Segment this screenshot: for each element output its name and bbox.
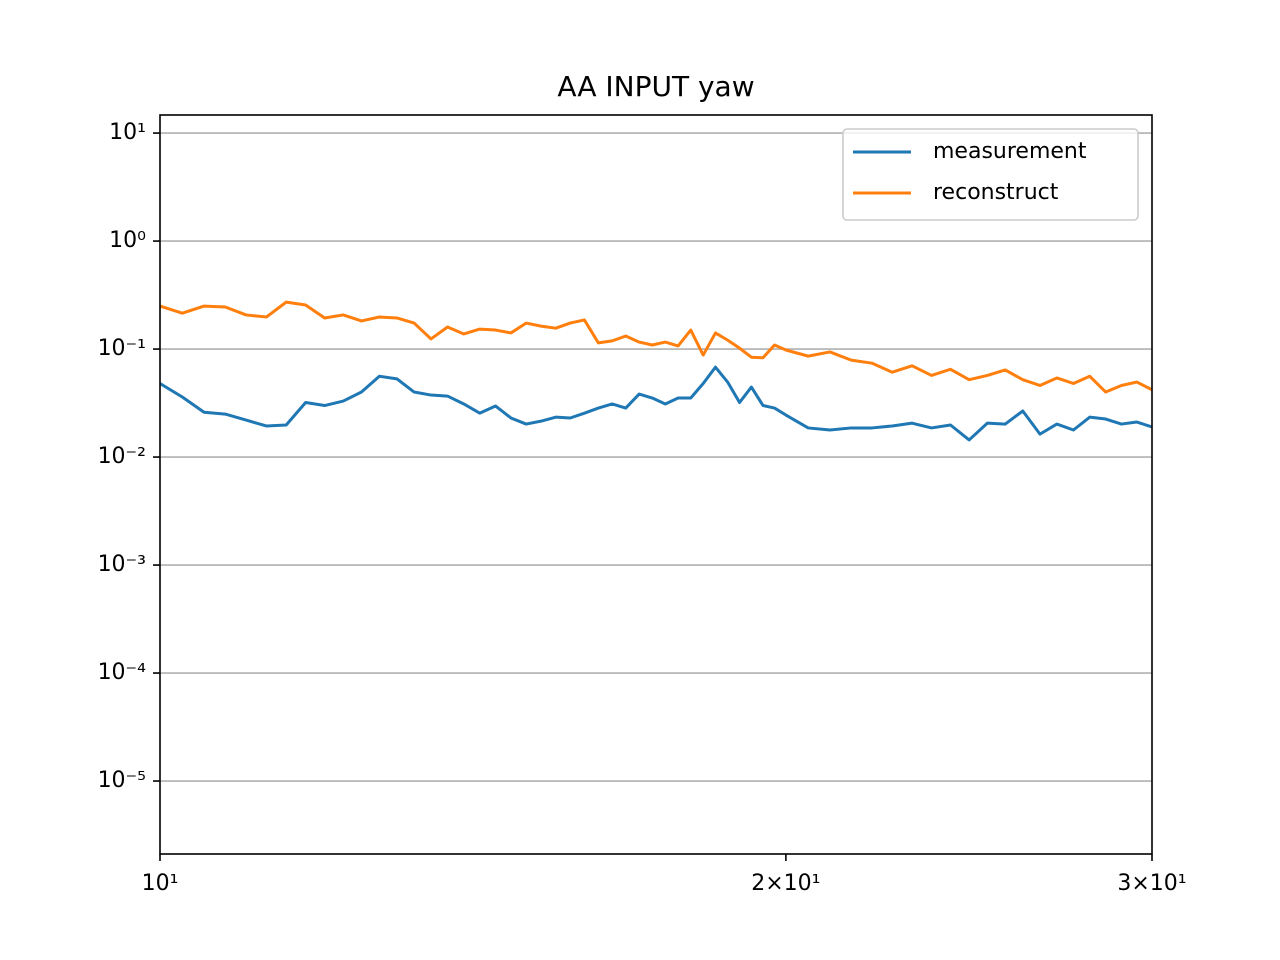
y-tick-label: 10¹ bbox=[109, 120, 146, 145]
data-line bbox=[160, 365, 1152, 442]
y-tick-label: 10⁻¹ bbox=[98, 336, 146, 361]
legend-box bbox=[842, 128, 1139, 221]
legend-label: reconstruct bbox=[933, 180, 1059, 205]
data-line bbox=[160, 300, 1152, 394]
legend-label: measurement bbox=[933, 139, 1087, 164]
y-tick-label: 10⁰ bbox=[109, 228, 146, 253]
chart-title: AA INPUT yaw bbox=[557, 70, 754, 103]
x-tick-label: 10¹ bbox=[142, 871, 179, 896]
x-tick-label: 3×10¹ bbox=[1117, 871, 1186, 896]
plot-frame bbox=[159, 114, 1153, 855]
y-tick-label: 10⁻⁵ bbox=[98, 768, 146, 793]
x-tick-label: 2×10¹ bbox=[751, 871, 820, 896]
y-tick-label: 10⁻⁴ bbox=[98, 660, 147, 685]
y-tick-label: 10⁻² bbox=[98, 444, 146, 469]
y-tick-label: 10⁻³ bbox=[98, 552, 146, 577]
